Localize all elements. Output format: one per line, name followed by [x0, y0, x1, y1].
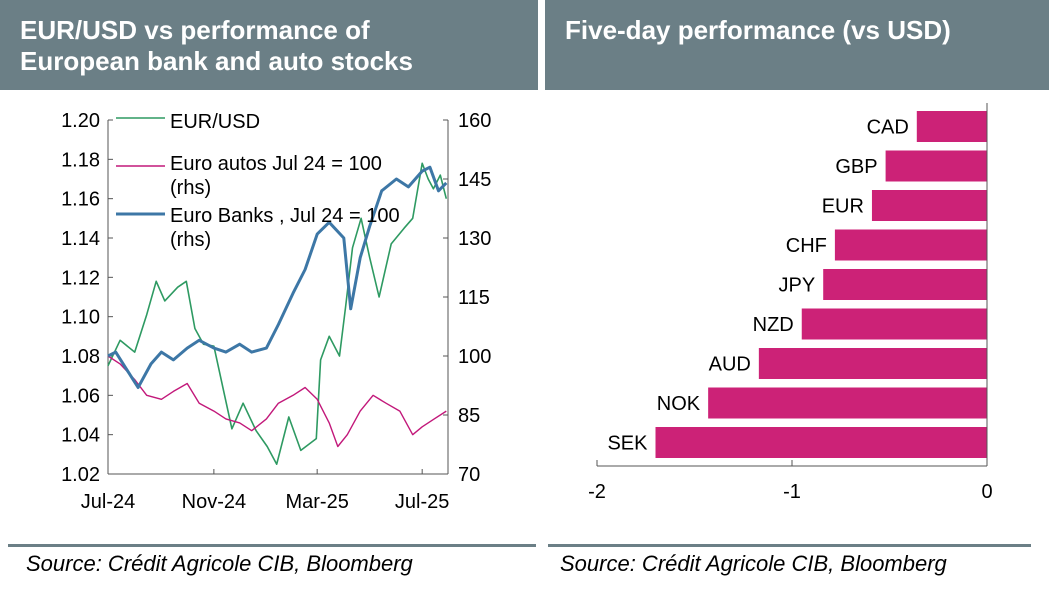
bar-label-sek: SEK [607, 433, 648, 455]
left-source-rule [8, 544, 536, 547]
right-y-tick-label: 130 [458, 228, 491, 250]
right-y-tick-label: 100 [458, 346, 491, 368]
bar-chart-bars [655, 111, 987, 458]
left-y-tick-label: 1.08 [61, 346, 100, 368]
bar-gbp [885, 150, 987, 182]
legend-euro-autos-label: Euro autos Jul 24 = 100 (rhs) [170, 153, 382, 199]
line-chart-series [107, 162, 448, 465]
left-panel-title-line1: EUR/USD vs performance of [20, 15, 370, 45]
x-tick-label: Nov-24 [182, 491, 246, 513]
bar-label-aud: AUD [709, 354, 751, 376]
bar-cad [916, 111, 987, 142]
bar-label-nok: NOK [657, 393, 701, 415]
line-chart-axes: 1.02 1.04 1.06 1.08 1.10 1.12 1.14 1.16 1.18 1.20… [61, 110, 491, 513]
x-tick-label: Jul-25 [395, 491, 449, 513]
right-source-note: Source: Crédit Agricole CIB, Bloomberg [560, 551, 947, 576]
right-panel-title: Five-day performance (vs USD) [565, 15, 951, 45]
bar-nok [708, 387, 987, 419]
left-y-tick-label: 1.16 [61, 189, 100, 211]
left-y-tick-label: 1.02 [61, 464, 100, 486]
bar-label-gbp: GBP [835, 156, 877, 178]
bar-x-tick-label: 0 [981, 481, 992, 503]
bar-eur [871, 190, 987, 221]
bar-x-tick-label: -2 [588, 481, 606, 503]
eurusd-line [107, 162, 448, 465]
right-y-tick-label: 115 [458, 287, 490, 309]
left-panel-title-line2: European bank and auto stocks [20, 46, 413, 76]
bar-chf [834, 229, 987, 261]
left-y-tick-label: 1.18 [61, 149, 100, 171]
x-tick-label: Jul-24 [81, 491, 135, 513]
left-y-tick-label: 1.06 [61, 385, 100, 407]
legend-eurusd-label: EUR/USD [170, 111, 260, 133]
bar-nzd [801, 308, 987, 340]
left-y-tick-label: 1.12 [61, 267, 100, 289]
line-chart: 1.02 1.04 1.06 1.08 1.10 1.12 1.14 1.16 1.18 1.20… [61, 110, 491, 513]
left-panel-header: EUR/USD vs performance of European bank … [0, 0, 538, 90]
bar-aud [758, 348, 987, 379]
right-y-tick-label: 145 [458, 169, 491, 191]
bar-x-tick-label: -1 [783, 481, 801, 503]
bar-label-eur: EUR [822, 196, 864, 218]
left-y-tick-label: 1.20 [61, 110, 100, 132]
left-source-note: Source: Crédit Agricole CIB, Bloomberg [26, 551, 413, 576]
right-y-tick-label: 70 [458, 464, 480, 486]
x-tick-label: Mar-25 [285, 491, 348, 513]
left-y-tick-label: 1.04 [61, 425, 100, 447]
euro-banks-line [107, 165, 448, 389]
euro-autos-line [107, 355, 447, 448]
left-y-tick-label: 1.10 [61, 307, 100, 329]
line-chart-legend: EUR/USD Euro autos Jul 24 = 100 (rhs) Euro … [116, 111, 400, 251]
bar-jpy [823, 269, 987, 300]
bar-label-nzd: NZD [753, 314, 794, 336]
right-y-tick-label: 85 [458, 405, 480, 427]
left-y-tick-label: 1.14 [61, 228, 100, 250]
right-y-tick-label: 160 [458, 110, 491, 132]
bar-label-jpy: JPY [779, 275, 816, 297]
legend-euro-banks-label: Euro Banks , Jul 24 = 100 (rhs) [170, 205, 400, 251]
bar-sek [655, 427, 987, 458]
bar-label-cad: CAD [867, 117, 909, 139]
bar-label-chf: CHF [786, 235, 827, 257]
right-source-rule [548, 544, 1031, 547]
right-panel-header: Five-day performance (vs USD) [545, 0, 1049, 90]
